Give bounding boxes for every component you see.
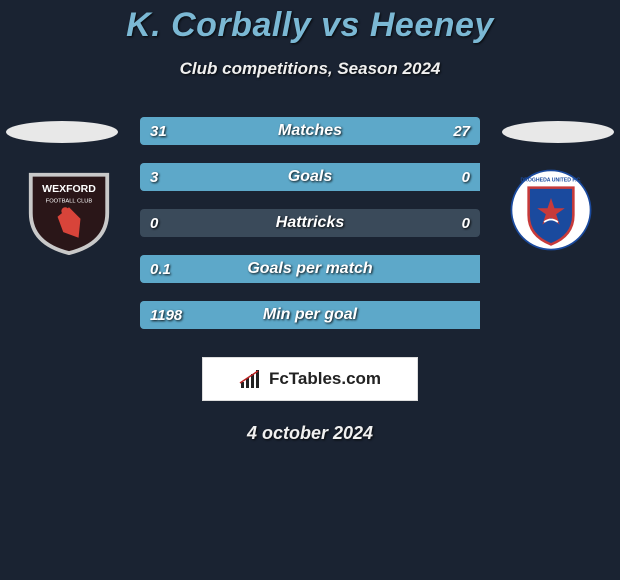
date-label: 4 october 2024 <box>0 423 620 444</box>
comparison-card: K. Corbally vs Heeney Club competitions,… <box>0 0 620 444</box>
stat-row-min-per-goal: 1198 Min per goal <box>140 301 480 329</box>
stat-label: Min per goal <box>263 306 357 324</box>
brand-label: FcTables.com <box>269 369 381 389</box>
svg-text:DROGHEDA UNITED F.C.: DROGHEDA UNITED F.C. <box>520 178 582 184</box>
stat-value-left: 1198 <box>150 307 182 324</box>
svg-text:WEXFORD: WEXFORD <box>42 183 96 195</box>
stat-value-right: 0 <box>462 215 470 232</box>
stat-row-goals: 3 Goals 0 <box>140 163 480 191</box>
stat-value-left: 0.1 <box>150 261 171 278</box>
stat-row-hattricks: 0 Hattricks 0 <box>140 209 480 237</box>
player-disc-left <box>6 121 118 143</box>
brand-box[interactable]: FcTables.com <box>202 357 418 401</box>
stat-label: Goals per match <box>247 260 372 278</box>
stats-area: WEXFORD FOOTBALL CLUB DROGHEDA UNITED F.… <box>0 117 620 444</box>
club-crest-right: DROGHEDA UNITED F.C. <box>502 167 600 253</box>
stat-label: Goals <box>288 168 332 186</box>
subtitle: Club competitions, Season 2024 <box>0 59 620 79</box>
stat-row-goals-per-match: 0.1 Goals per match <box>140 255 480 283</box>
stat-rows: 31 Matches 27 3 Goals 0 0 Hattricks 0 <box>140 117 480 329</box>
stat-value-left: 3 <box>150 169 158 186</box>
stat-value-left: 0 <box>150 215 158 232</box>
stat-label: Matches <box>278 122 342 140</box>
player-disc-right <box>502 121 614 143</box>
page-title: K. Corbally vs Heeney <box>0 6 620 45</box>
svg-text:FOOTBALL CLUB: FOOTBALL CLUB <box>46 198 93 204</box>
bar-chart-icon <box>239 368 265 390</box>
stat-row-matches: 31 Matches 27 <box>140 117 480 145</box>
stat-label: Hattricks <box>276 214 344 232</box>
stat-value-left: 31 <box>150 123 167 140</box>
stat-value-right: 0 <box>462 169 470 186</box>
club-crest-left: WEXFORD FOOTBALL CLUB <box>20 169 118 255</box>
stat-value-right: 27 <box>453 123 470 140</box>
